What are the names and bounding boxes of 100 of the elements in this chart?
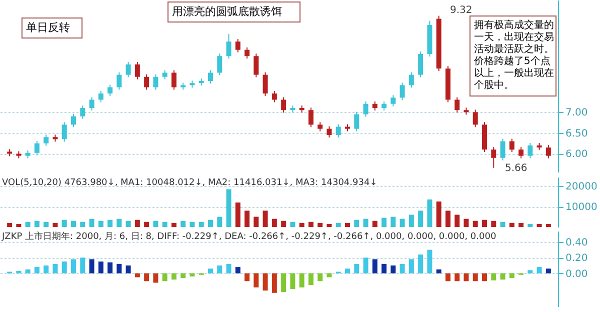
- candlestick: [171, 70, 176, 90]
- y-tick-label: 0.20: [566, 253, 588, 264]
- bar: [235, 202, 240, 227]
- bar: [254, 273, 259, 288]
- candlestick: [390, 94, 396, 107]
- bar: [536, 224, 542, 227]
- candlestick: [134, 61, 140, 80]
- annotation: 用漂亮的圆弧底散诱饵: [172, 5, 282, 18]
- candlestick: [108, 84, 113, 96]
- bar: [372, 259, 378, 274]
- bar: [134, 273, 140, 278]
- bar: [418, 254, 424, 274]
- bar: [180, 273, 186, 278]
- bar: [235, 267, 240, 274]
- candlestick: [116, 72, 122, 90]
- bar: [126, 265, 131, 274]
- y-tick-label: 6.50: [566, 128, 588, 140]
- bar: [390, 216, 396, 227]
- bar: [254, 216, 259, 227]
- bar: [445, 273, 450, 282]
- bar: [400, 218, 405, 227]
- bar: [89, 259, 94, 274]
- candlestick: [126, 61, 131, 78]
- bar: [116, 264, 122, 274]
- candlestick: [153, 74, 158, 90]
- candlestick: [89, 96, 94, 112]
- bar: [162, 273, 168, 282]
- candlestick: [454, 96, 460, 114]
- bar: [52, 264, 58, 274]
- candlestick: [34, 140, 40, 156]
- y-tick-label: 10000: [566, 202, 598, 214]
- bar: [272, 273, 277, 293]
- bar: [34, 267, 40, 274]
- bar: [153, 220, 158, 227]
- bar: [336, 222, 341, 227]
- bar: [162, 222, 168, 227]
- bar: [208, 268, 213, 274]
- bar: [528, 270, 533, 274]
- y-tick-label: 7.00: [566, 108, 588, 119]
- bar: [546, 224, 551, 227]
- bar: [62, 220, 67, 227]
- bar: [464, 218, 469, 227]
- y-tick-label: 0.00: [566, 268, 588, 280]
- bar: [226, 189, 232, 227]
- bar: [98, 262, 104, 274]
- bar: [509, 273, 514, 278]
- candlestick: [509, 138, 514, 153]
- bar: [126, 220, 131, 227]
- candlestick: [235, 38, 240, 53]
- bar: [454, 273, 460, 282]
- bar: [509, 222, 514, 227]
- candlestick: [491, 146, 496, 168]
- bar: [180, 220, 186, 227]
- candlestick: [418, 51, 424, 78]
- bar: [318, 273, 323, 282]
- bar: [308, 222, 314, 227]
- bar: [500, 273, 506, 280]
- bar: [482, 220, 487, 227]
- candlestick: [472, 109, 478, 128]
- bar: [290, 222, 296, 227]
- candlestick: [244, 46, 250, 60]
- bar: [290, 273, 296, 289]
- annotation: 单日反转: [26, 21, 70, 34]
- bar: [400, 264, 405, 274]
- bar: [226, 264, 232, 274]
- bar: [190, 273, 195, 276]
- candlestick: [281, 96, 286, 114]
- bar: [518, 222, 524, 227]
- bar: [134, 220, 140, 227]
- bar: [345, 222, 350, 227]
- bar: [89, 218, 94, 227]
- candlestick: [382, 100, 387, 112]
- bar: [52, 222, 58, 227]
- candlestick: [226, 34, 232, 60]
- candlestick: [408, 72, 414, 88]
- bar: [44, 265, 49, 274]
- candlestick: [217, 53, 222, 76]
- candlestick: [354, 111, 360, 132]
- bar: [418, 210, 424, 227]
- y-tick-label: 0.40: [566, 237, 588, 248]
- bar: [299, 273, 304, 288]
- candlestick: [144, 74, 150, 90]
- candlestick: [262, 72, 268, 96]
- bar: [16, 270, 22, 274]
- bar: [363, 258, 368, 274]
- bar: [244, 210, 250, 227]
- bar: [7, 222, 12, 227]
- candlestick: [326, 126, 332, 138]
- bar: [80, 222, 86, 227]
- bar: [546, 268, 551, 274]
- candlestick: [363, 100, 368, 118]
- bar: [536, 267, 542, 274]
- bar: [500, 222, 506, 227]
- bar: [153, 273, 158, 283]
- bar: [445, 210, 450, 227]
- bar: [318, 222, 323, 227]
- bar: [108, 220, 113, 227]
- candlestick: [62, 122, 67, 142]
- bar: [171, 273, 176, 280]
- bar: [472, 220, 478, 227]
